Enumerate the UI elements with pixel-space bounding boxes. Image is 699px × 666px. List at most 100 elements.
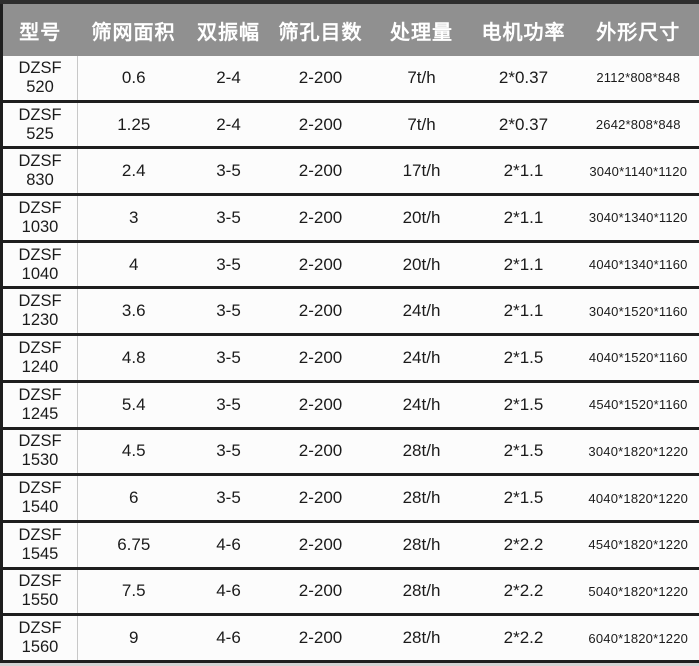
- table-row: DZSF 1545 6.75 4-6 2-200 28t/h 2*2.2 4540*1820…: [1, 519, 699, 569]
- cell-model: DZSF 1030: [1, 193, 78, 242]
- table-row: DZSF 520 0.6 2-4 2-200 7t/h 2*0.37 2112*808*84…: [1, 56, 699, 102]
- cell-area: 4: [77, 239, 190, 288]
- column-header-power: 电机功率: [469, 2, 578, 56]
- cell-capacity: 28t/h: [373, 566, 470, 615]
- cell-capacity: 20t/h: [373, 193, 470, 242]
- cell-area: 0.6: [77, 56, 190, 102]
- cell-amplitude: 2-4: [189, 99, 268, 148]
- cell-capacity: 28t/h: [373, 613, 470, 662]
- cell-area: 6.75: [77, 519, 190, 569]
- column-header-capacity: 处理量: [373, 2, 470, 56]
- column-header-amplitude: 双振幅: [189, 2, 268, 56]
- cell-amplitude: 4-6: [189, 519, 268, 569]
- cell-amplitude: 4-6: [189, 613, 268, 662]
- cell-mesh: 2-200: [267, 566, 374, 615]
- cell-mesh: 2-200: [267, 239, 374, 288]
- cell-mesh: 2-200: [267, 146, 374, 195]
- cell-dimensions: 6040*1820*1220: [577, 613, 699, 662]
- cell-amplitude: 3-5: [189, 473, 268, 522]
- cell-dimensions: 4040*1820*1220: [577, 473, 699, 522]
- cell-capacity: 7t/h: [373, 56, 470, 102]
- cell-amplitude: 3-5: [189, 239, 268, 288]
- cell-area: 9: [77, 613, 190, 662]
- cell-power: 2*1.1: [469, 239, 578, 288]
- cell-mesh: 2-200: [267, 473, 374, 522]
- cell-power: 2*1.1: [469, 193, 578, 242]
- table-body: DZSF 520 0.6 2-4 2-200 7t/h 2*0.37 2112*808*84…: [1, 56, 699, 662]
- cell-area: 4.8: [77, 333, 190, 382]
- cell-dimensions: 3040*1520*1160: [577, 286, 699, 335]
- cell-amplitude: 3-5: [189, 426, 268, 475]
- cell-amplitude: 4-6: [189, 566, 268, 615]
- cell-mesh: 2-200: [267, 379, 374, 428]
- cell-dimensions: 2112*808*848: [577, 56, 699, 102]
- cell-mesh: 2-200: [267, 426, 374, 475]
- column-header-area: 筛网面积: [77, 2, 190, 56]
- cell-dimensions: 4040*1520*1160: [577, 333, 699, 382]
- cell-mesh: 2-200: [267, 286, 374, 335]
- cell-area: 3.6: [77, 286, 190, 335]
- table-row: DZSF 1245 5.4 3-5 2-200 24t/h 2*1.5 4540*1520*…: [1, 379, 699, 428]
- table-row: DZSF 1240 4.8 3-5 2-200 24t/h 2*1.5 4040*1520*…: [1, 333, 699, 382]
- cell-model: DZSF 1230: [1, 286, 78, 335]
- cell-capacity: 24t/h: [373, 333, 470, 382]
- cell-area: 2.4: [77, 146, 190, 195]
- cell-dimensions: 3040*1140*1120: [577, 146, 699, 195]
- cell-capacity: 24t/h: [373, 286, 470, 335]
- cell-capacity: 20t/h: [373, 239, 470, 288]
- cell-dimensions: 3040*1820*1220: [577, 426, 699, 475]
- cell-amplitude: 3-5: [189, 193, 268, 242]
- cell-model: DZSF 520: [1, 56, 78, 102]
- cell-capacity: 7t/h: [373, 99, 470, 148]
- cell-capacity: 28t/h: [373, 426, 470, 475]
- cell-amplitude: 3-5: [189, 286, 268, 335]
- cell-dimensions: 4540*1520*1160: [577, 379, 699, 428]
- table-row: DZSF 1540 6 3-5 2-200 28t/h 2*1.5 4040*1820*12…: [1, 473, 699, 522]
- cell-mesh: 2-200: [267, 333, 374, 382]
- cell-model: DZSF 1240: [1, 333, 78, 382]
- cell-area: 7.5: [77, 566, 190, 615]
- table-row: DZSF 525 1.25 2-4 2-200 7t/h 2*0.37 2642*808*8…: [1, 99, 699, 148]
- cell-dimensions: 5040*1820*1220: [577, 566, 699, 615]
- cell-amplitude: 3-5: [189, 333, 268, 382]
- cell-power: 2*1.1: [469, 286, 578, 335]
- cell-power: 2*1.5: [469, 333, 578, 382]
- column-header-dimensions: 外形尺寸: [577, 2, 699, 56]
- cell-area: 3: [77, 193, 190, 242]
- cell-area: 1.25: [77, 99, 190, 148]
- cell-amplitude: 3-5: [189, 379, 268, 428]
- cell-mesh: 2-200: [267, 56, 374, 102]
- cell-dimensions: 4540*1820*1220: [577, 519, 699, 569]
- cell-model: DZSF 1560: [1, 613, 78, 662]
- cell-dimensions: 2642*808*848: [577, 99, 699, 148]
- table-row: DZSF 1550 7.5 4-6 2-200 28t/h 2*2.2 5040*1820*…: [1, 566, 699, 615]
- table-row: DZSF 830 2.4 3-5 2-200 17t/h 2*1.1 3040*1140*1…: [1, 146, 699, 195]
- cell-power: 2*1.5: [469, 379, 578, 428]
- table-row: DZSF 1230 3.6 3-5 2-200 24t/h 2*1.1 3040*1520*…: [1, 286, 699, 335]
- cell-power: 2*1.1: [469, 146, 578, 195]
- cell-power: 2*2.2: [469, 613, 578, 662]
- cell-capacity: 24t/h: [373, 379, 470, 428]
- cell-amplitude: 2-4: [189, 56, 268, 102]
- cell-capacity: 17t/h: [373, 146, 470, 195]
- cell-power: 2*2.2: [469, 566, 578, 615]
- cell-power: 2*0.37: [469, 56, 578, 102]
- cell-model: DZSF 1540: [1, 473, 78, 522]
- table-row: DZSF 1030 3 3-5 2-200 20t/h 2*1.1 3040*1340*11…: [1, 193, 699, 242]
- cell-mesh: 2-200: [267, 519, 374, 569]
- table-row: DZSF 1530 4.5 3-5 2-200 28t/h 2*1.5 3040*1820*…: [1, 426, 699, 475]
- cell-model: DZSF 1245: [1, 379, 78, 428]
- cell-model: DZSF 1550: [1, 566, 78, 615]
- cell-power: 2*1.5: [469, 426, 578, 475]
- cell-power: 2*1.5: [469, 473, 578, 522]
- cell-power: 2*2.2: [469, 519, 578, 569]
- cell-mesh: 2-200: [267, 99, 374, 148]
- column-header-mesh: 筛孔目数: [267, 2, 374, 56]
- table-row: DZSF 1040 4 3-5 2-200 20t/h 2*1.1 4040*1340*11…: [1, 239, 699, 288]
- cell-model: DZSF 525: [1, 99, 78, 148]
- table-row: DZSF 1560 9 4-6 2-200 28t/h 2*2.2 6040*1820*12…: [1, 613, 699, 662]
- cell-model: DZSF 830: [1, 146, 78, 195]
- cell-area: 5.4: [77, 379, 190, 428]
- cell-dimensions: 3040*1340*1120: [577, 193, 699, 242]
